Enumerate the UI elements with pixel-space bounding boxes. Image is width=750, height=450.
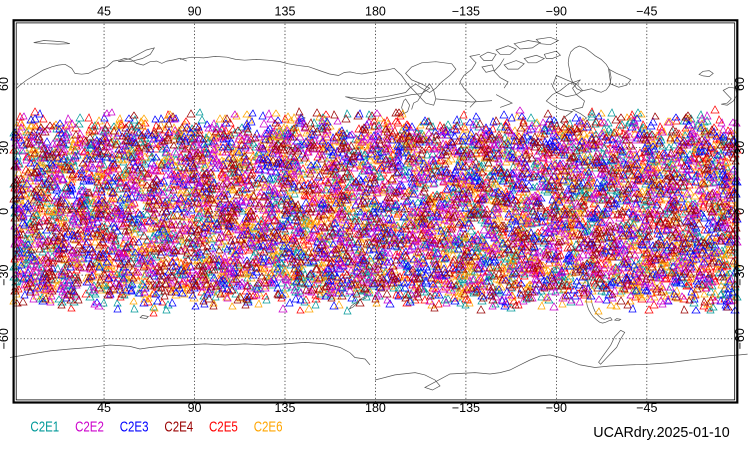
svg-text:180: 180 <box>365 401 386 415</box>
svg-text:−60: −60 <box>733 328 747 349</box>
svg-text:−30: −30 <box>0 264 11 285</box>
svg-text:C2E2: C2E2 <box>75 418 104 435</box>
svg-text:30: 30 <box>733 141 747 155</box>
svg-text:90: 90 <box>188 401 202 415</box>
svg-text:180: 180 <box>365 5 386 19</box>
svg-text:90: 90 <box>188 5 202 19</box>
svg-text:−60: −60 <box>0 328 11 349</box>
svg-text:−135: −135 <box>452 401 480 415</box>
svg-text:−30: −30 <box>733 264 747 285</box>
svg-text:45: 45 <box>97 5 111 19</box>
svg-text:C2E5: C2E5 <box>209 418 238 435</box>
svg-text:C2E6: C2E6 <box>254 418 283 435</box>
svg-text:0: 0 <box>733 208 747 215</box>
svg-text:−45: −45 <box>636 5 657 19</box>
svg-text:C2E4: C2E4 <box>164 418 193 435</box>
svg-text:C2E3: C2E3 <box>120 418 149 435</box>
svg-text:0: 0 <box>0 208 11 215</box>
svg-text:−45: −45 <box>636 401 657 415</box>
svg-text:−90: −90 <box>546 401 567 415</box>
svg-text:30: 30 <box>0 141 11 155</box>
svg-text:−90: −90 <box>546 5 567 19</box>
svg-text:60: 60 <box>733 77 747 91</box>
svg-text:−135: −135 <box>452 5 480 19</box>
svg-text:135: 135 <box>275 5 296 19</box>
svg-text:C2E1: C2E1 <box>30 418 59 435</box>
svg-text:60: 60 <box>0 77 11 91</box>
svg-text:45: 45 <box>97 401 111 415</box>
svg-text:UCARdry.2025-01-10: UCARdry.2025-01-10 <box>593 424 729 441</box>
svg-text:135: 135 <box>275 401 296 415</box>
